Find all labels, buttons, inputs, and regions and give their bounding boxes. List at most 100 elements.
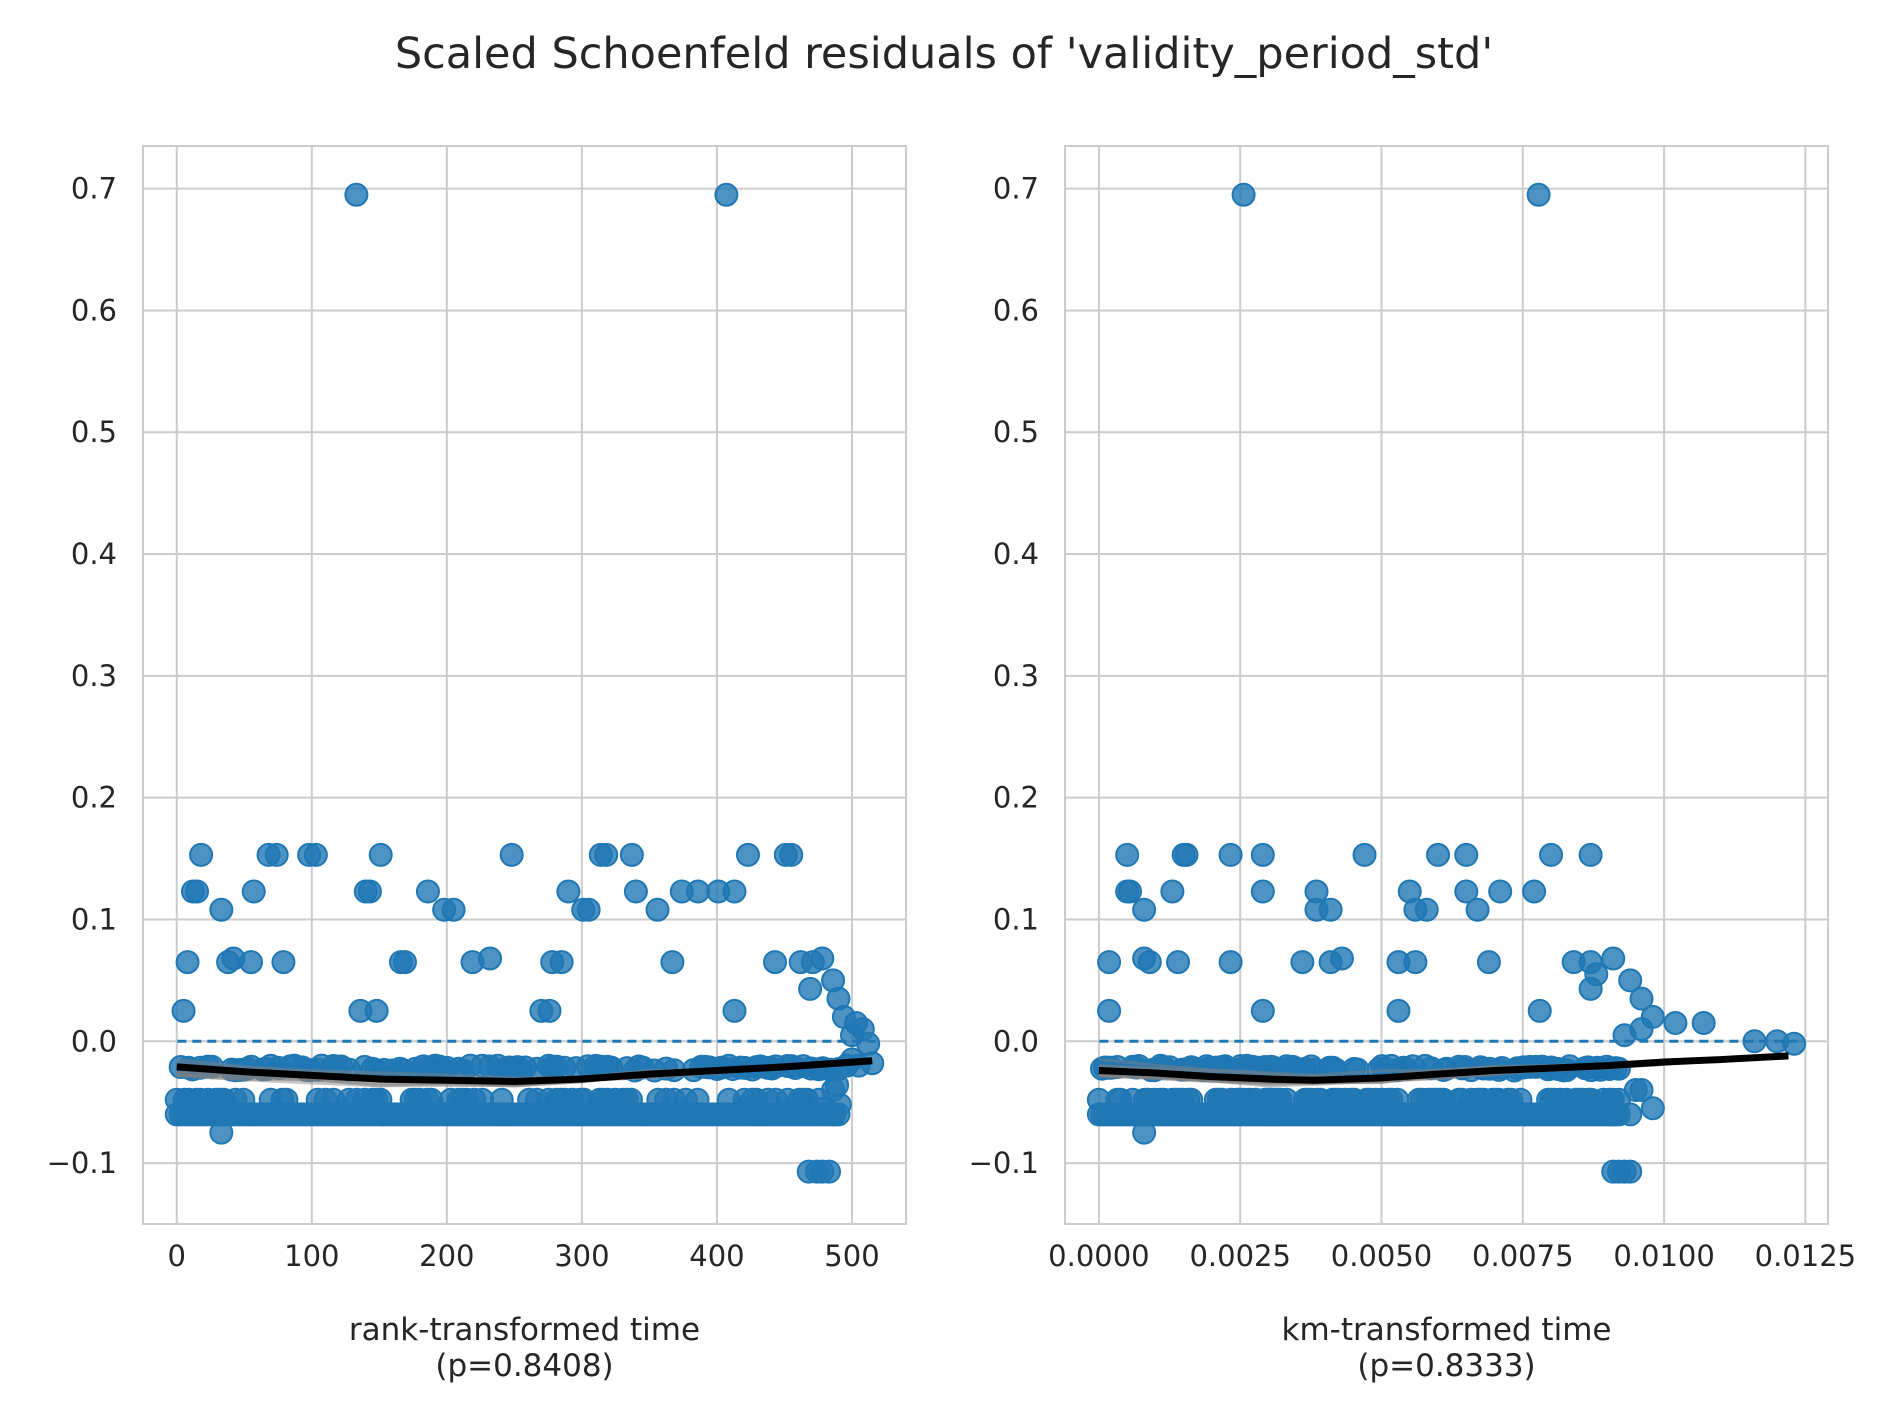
scatter-point xyxy=(1097,950,1122,975)
lowess-trend-line xyxy=(1098,1052,1789,1084)
x-tick-label: 200 xyxy=(419,1239,474,1273)
outlier-point xyxy=(714,182,739,207)
y-tick-label: 0.1 xyxy=(993,902,1039,936)
tick-labels: 0.0000 0.0025 0.0050 0.0075 0.0100 0.0125 −0.1… xyxy=(969,172,1857,1273)
y-tick-label: 0.6 xyxy=(71,293,117,327)
scatter-point xyxy=(594,842,619,867)
scatter-point xyxy=(1329,946,1354,971)
scatter-point xyxy=(1629,1078,1654,1103)
y-tick-label: 0.6 xyxy=(993,293,1039,327)
scatter-point xyxy=(1318,897,1343,922)
x-tick-label: 0.0125 xyxy=(1755,1239,1856,1273)
scatter-point xyxy=(1782,1031,1807,1056)
y-tick-label: 0.0 xyxy=(71,1024,117,1058)
scatter-point xyxy=(1663,1011,1688,1036)
scatter-point xyxy=(1629,986,1654,1011)
y-tick-label: −0.1 xyxy=(969,1146,1039,1180)
scatter-point xyxy=(357,879,382,904)
x-tick-label: 300 xyxy=(554,1239,609,1273)
scatter-point xyxy=(735,842,760,867)
scatter-point xyxy=(779,842,804,867)
x-tick-label: 0.0100 xyxy=(1613,1239,1714,1273)
y-tick-label: 0.4 xyxy=(993,537,1039,571)
scatter-point xyxy=(825,1073,850,1098)
scatter-point xyxy=(1476,950,1501,975)
scatter-point xyxy=(1250,998,1275,1023)
scatter-point xyxy=(189,842,214,867)
scatter-point xyxy=(1403,950,1428,975)
tick-labels: 0 100 200 300 400 500 −0.1 0.0 0.1 0.2 0.3 0.4 0.5 0.… xyxy=(47,172,880,1273)
y-tick-label: 0.1 xyxy=(71,902,117,936)
scatter-point xyxy=(1132,897,1157,922)
x-tick-label: 0 xyxy=(168,1239,186,1273)
scatter-point xyxy=(368,842,393,867)
lowess-trend-line xyxy=(176,1057,873,1085)
scatter-point xyxy=(623,879,648,904)
scatter-point xyxy=(1426,842,1451,867)
scatter-point xyxy=(1132,1120,1157,1145)
x-tick-label: 500 xyxy=(824,1239,879,1273)
scatter-point xyxy=(1386,998,1411,1023)
y-tick-label: 0.7 xyxy=(993,172,1039,206)
y-tick-label: 0.5 xyxy=(993,415,1039,449)
scatter-point xyxy=(209,1120,234,1145)
x-tick-label: 400 xyxy=(689,1239,744,1273)
scatter-point xyxy=(537,998,562,1023)
scatter-point xyxy=(1618,968,1643,993)
scatter-point xyxy=(1527,998,1552,1023)
scatter-point xyxy=(185,879,210,904)
plot-frame xyxy=(142,145,907,1225)
figure-title: Scaled Schoenfeld residuals of 'validity… xyxy=(395,29,1493,79)
scatter-point xyxy=(1618,1102,1643,1127)
scatter-point xyxy=(1174,842,1199,867)
scatter-point xyxy=(1488,879,1513,904)
scatter-point xyxy=(1115,842,1140,867)
scatter-point xyxy=(1539,842,1564,867)
scatter-point xyxy=(1522,879,1547,904)
scatter-point xyxy=(1097,998,1122,1023)
scatter-point xyxy=(722,998,747,1023)
scatter-point xyxy=(1465,897,1490,922)
gridlines xyxy=(143,146,906,1224)
panel-rank-transformed: 0 100 200 300 400 500 −0.1 0.0 0.1 0.2 0.3 0.4 0.5 0.… xyxy=(47,145,907,1384)
scatter-point xyxy=(763,950,788,975)
scatter-point xyxy=(303,842,328,867)
scatter-point xyxy=(415,879,440,904)
p-value-label: (p=0.8408) xyxy=(435,1348,613,1384)
scatter-point xyxy=(1290,950,1315,975)
y-tick-label: −0.1 xyxy=(47,1146,117,1180)
scatter-point xyxy=(499,842,524,867)
scatter-point xyxy=(660,950,685,975)
data-marks xyxy=(164,182,885,1184)
y-tick-label: 0.5 xyxy=(71,415,117,449)
x-tick-label: 0.0050 xyxy=(1331,1239,1432,1273)
x-axis-label: rank-transformed time xyxy=(349,1312,700,1348)
scatter-point xyxy=(619,842,644,867)
scatter-point xyxy=(175,950,200,975)
y-tick-label: 0.4 xyxy=(71,537,117,571)
y-tick-label: 0.3 xyxy=(993,659,1039,693)
scatter-point xyxy=(1414,897,1439,922)
scatter-point xyxy=(1454,879,1479,904)
data-marks xyxy=(1086,182,1807,1184)
scatter-point xyxy=(1250,842,1275,867)
panel-km-transformed: 0.0000 0.0025 0.0050 0.0075 0.0100 0.0125 −0.1… xyxy=(969,145,1857,1384)
y-tick-label: 0.7 xyxy=(71,172,117,206)
scatter-point xyxy=(1218,842,1243,867)
y-tick-label: 0.2 xyxy=(71,781,117,815)
scatter-point xyxy=(1160,879,1185,904)
scatter-point xyxy=(576,897,601,922)
y-tick-label: 0.3 xyxy=(71,659,117,693)
scatter-point xyxy=(1137,950,1162,975)
x-tick-label: 0.0000 xyxy=(1048,1239,1149,1273)
scatter-point xyxy=(209,897,234,922)
scatter-point xyxy=(241,879,266,904)
plot-frame xyxy=(1064,145,1829,1225)
scatter-point xyxy=(1640,1096,1665,1121)
x-tick-label: 100 xyxy=(284,1239,339,1273)
scatter-point xyxy=(1691,1011,1716,1036)
scatter-point xyxy=(686,879,711,904)
scatter-point xyxy=(817,1159,842,1184)
scatter-point xyxy=(364,998,389,1023)
scatter-point xyxy=(1250,879,1275,904)
